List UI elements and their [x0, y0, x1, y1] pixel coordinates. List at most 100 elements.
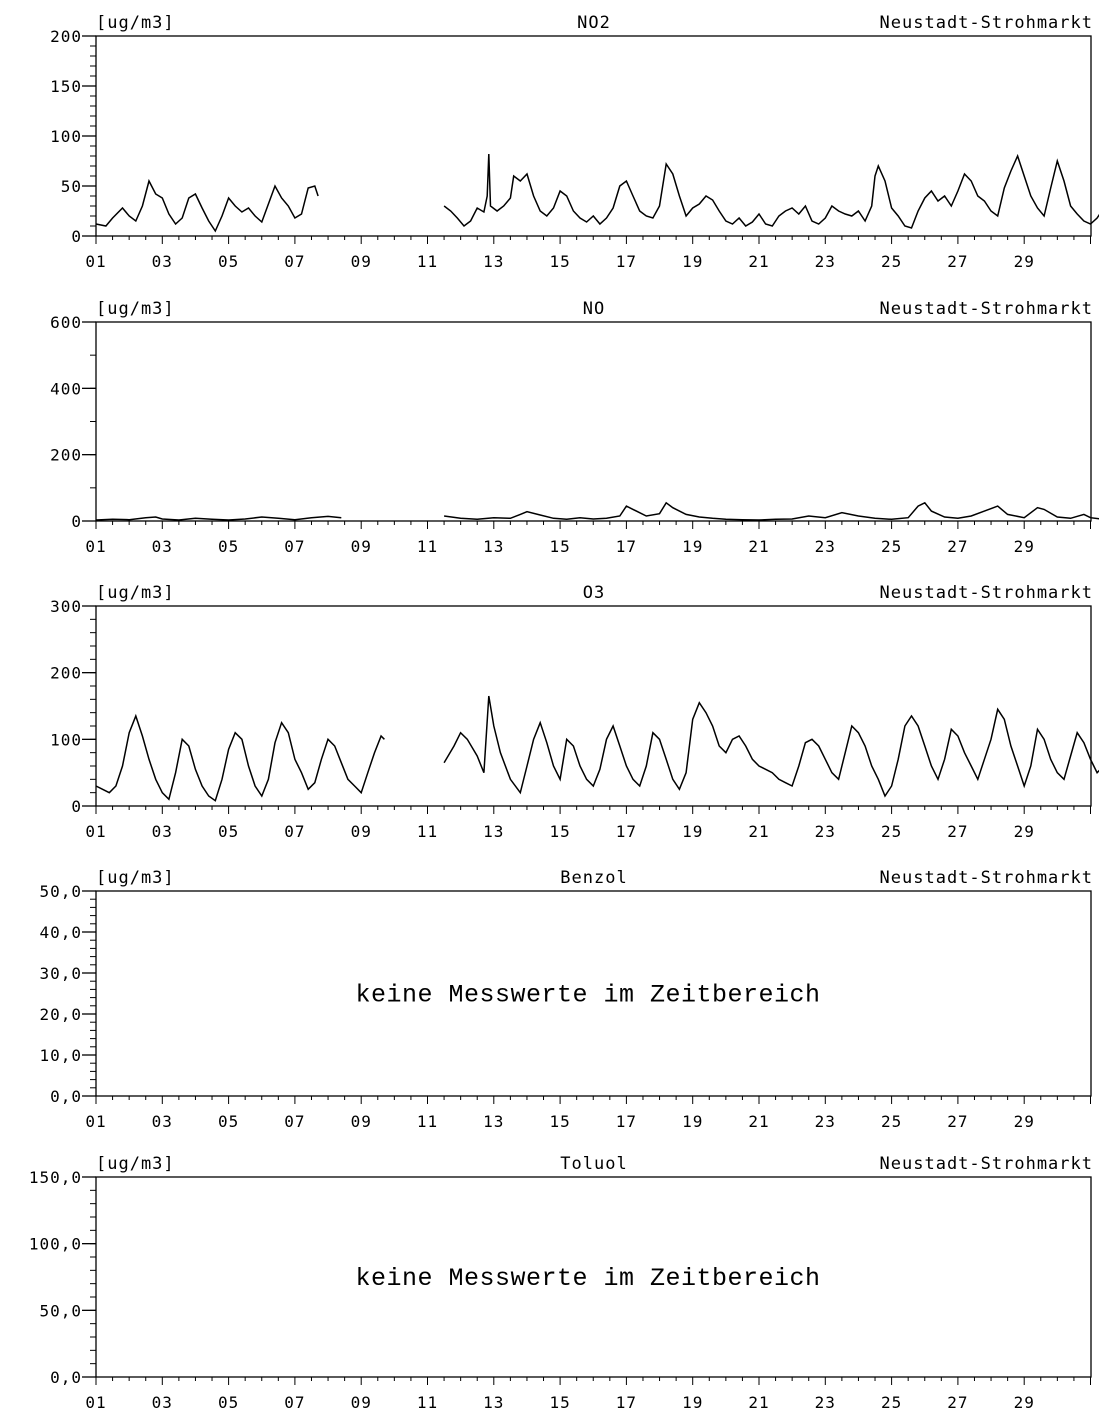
x-tick-label: 13: [483, 1393, 504, 1412]
x-tick-label: 09: [351, 537, 372, 556]
x-tick-label: 29: [1014, 252, 1035, 271]
station-label: Neustadt-Strohmarkt: [880, 1154, 1093, 1174]
y-tick-label: 100,0: [29, 1235, 82, 1254]
x-tick-label: 15: [549, 1393, 570, 1412]
x-tick-label: 01: [85, 1112, 106, 1131]
x-tick-label: 23: [815, 537, 836, 556]
x-tick-label: 09: [351, 822, 372, 841]
y-tick-label: 0,0: [50, 1087, 82, 1106]
x-tick-label: 01: [85, 537, 106, 556]
x-tick-label: 17: [616, 1112, 637, 1131]
x-tick-label: 17: [616, 822, 637, 841]
y-tick-label: 10,0: [39, 1046, 82, 1065]
x-tick-label: 07: [284, 1112, 305, 1131]
x-tick-label: 11: [417, 1393, 438, 1412]
y-tick-label: 40,0: [39, 923, 82, 942]
chart-panel-o3: [ug/m3] O3 Neustadt-Strohmarkt 0 100 200 300 01…: [50, 583, 1099, 841]
y-tick-label: 150: [50, 77, 82, 96]
x-tick-label: 29: [1014, 537, 1035, 556]
x-tick-label: 19: [682, 1393, 703, 1412]
series-line-segment: [443, 501, 1099, 521]
y-tick-label: 100: [50, 127, 82, 146]
x-tick-label: 07: [284, 1393, 305, 1412]
y-tick-label: 300: [50, 597, 82, 616]
station-label: Neustadt-Strohmarkt: [880, 13, 1093, 33]
unit-label: [ug/m3]: [96, 868, 175, 888]
x-tick-label: 19: [682, 822, 703, 841]
y-tick-label: 200: [50, 664, 82, 683]
x-tick-label: 29: [1014, 1393, 1035, 1412]
x-tick-label: 05: [218, 1112, 239, 1131]
y-tick-label: 100: [50, 730, 82, 749]
x-tick-label: 05: [218, 252, 239, 271]
x-tick-label: 27: [947, 1393, 968, 1412]
x-tick-label: 03: [152, 1112, 173, 1131]
unit-label: [ug/m3]: [96, 583, 175, 603]
series-line-segment: [95, 515, 342, 521]
x-tick-label: 17: [616, 252, 637, 271]
chart-panel-toluol: [ug/m3] Toluol Neustadt-Strohmarkt 0,0 50,0 1…: [29, 1154, 1093, 1412]
chart-title: O3: [583, 583, 605, 603]
x-tick-label: 25: [881, 1112, 902, 1131]
series-line-segment: [443, 153, 1099, 229]
x-tick-label: 11: [417, 822, 438, 841]
x-tick-label: 25: [881, 1393, 902, 1412]
no-data-message: keine Messwerte im Zeitbereich: [355, 981, 820, 1010]
y-tick-label: 200: [50, 27, 82, 46]
x-tick-label: 27: [947, 252, 968, 271]
y-tick-label: 0: [71, 512, 82, 531]
series-line-segment: [443, 695, 1099, 798]
station-label: Neustadt-Strohmarkt: [880, 299, 1093, 319]
x-tick-label: 13: [483, 1112, 504, 1131]
x-tick-label: 21: [748, 537, 769, 556]
x-tick-label: 01: [85, 822, 106, 841]
y-tick-label: 50,0: [39, 1301, 82, 1320]
unit-label: [ug/m3]: [96, 13, 175, 33]
x-tick-label: 11: [417, 1112, 438, 1131]
y-tick-label: 50: [61, 177, 82, 196]
y-tick-label: 0,0: [50, 1368, 82, 1387]
x-tick-label: 25: [881, 537, 902, 556]
x-tick-label: 21: [748, 822, 769, 841]
chart-title: Benzol: [560, 868, 627, 888]
x-tick-label: 19: [682, 1112, 703, 1131]
x-tick-label: 27: [947, 537, 968, 556]
plot-frame: [95, 321, 1092, 522]
x-tick-label: 01: [85, 252, 106, 271]
y-tick-label: 30,0: [39, 964, 82, 983]
x-tick-label: 29: [1014, 822, 1035, 841]
x-tick-label: 03: [152, 1393, 173, 1412]
x-tick-label: 03: [152, 537, 173, 556]
x-tick-label: 13: [483, 822, 504, 841]
chart-title: NO2: [577, 13, 611, 33]
y-tick-label: 600: [50, 313, 82, 332]
x-tick-label: 25: [881, 252, 902, 271]
x-tick-label: 25: [881, 822, 902, 841]
chart-panel-no2: [ug/m3] NO2 Neustadt-Strohmarkt05010015020…: [50, 13, 1099, 271]
x-tick-label: 27: [947, 822, 968, 841]
y-tick-label: 200: [50, 446, 82, 465]
y-tick-label: 0: [71, 227, 82, 246]
x-tick-label: 01: [85, 1393, 106, 1412]
x-tick-label: 19: [682, 252, 703, 271]
x-tick-label: 05: [218, 822, 239, 841]
x-tick-label: 15: [549, 252, 570, 271]
y-tick-label: 0: [71, 797, 82, 816]
x-tick-label: 19: [682, 537, 703, 556]
x-tick-label: 27: [947, 1112, 968, 1131]
plot-frame: [95, 605, 1092, 807]
x-tick-label: 09: [351, 1393, 372, 1412]
x-tick-label: 21: [748, 1112, 769, 1131]
x-tick-label: 17: [616, 537, 637, 556]
series-line-segment: [95, 178, 319, 233]
chart-panel-benzol: [ug/m3] Benzol Neustadt-Strohmarkt 0,0 10,0 2…: [39, 868, 1092, 1131]
station-label: Neustadt-Strohmarkt: [880, 583, 1093, 603]
x-tick-label: 07: [284, 537, 305, 556]
no-data-message: keine Messwerte im Zeitbereich: [355, 1264, 820, 1293]
y-tick-label: 150,0: [29, 1168, 82, 1187]
chart-title: NO: [583, 299, 605, 319]
x-tick-label: 05: [218, 1393, 239, 1412]
x-tick-label: 07: [284, 252, 305, 271]
x-tick-label: 05: [218, 537, 239, 556]
x-tick-label: 03: [152, 252, 173, 271]
